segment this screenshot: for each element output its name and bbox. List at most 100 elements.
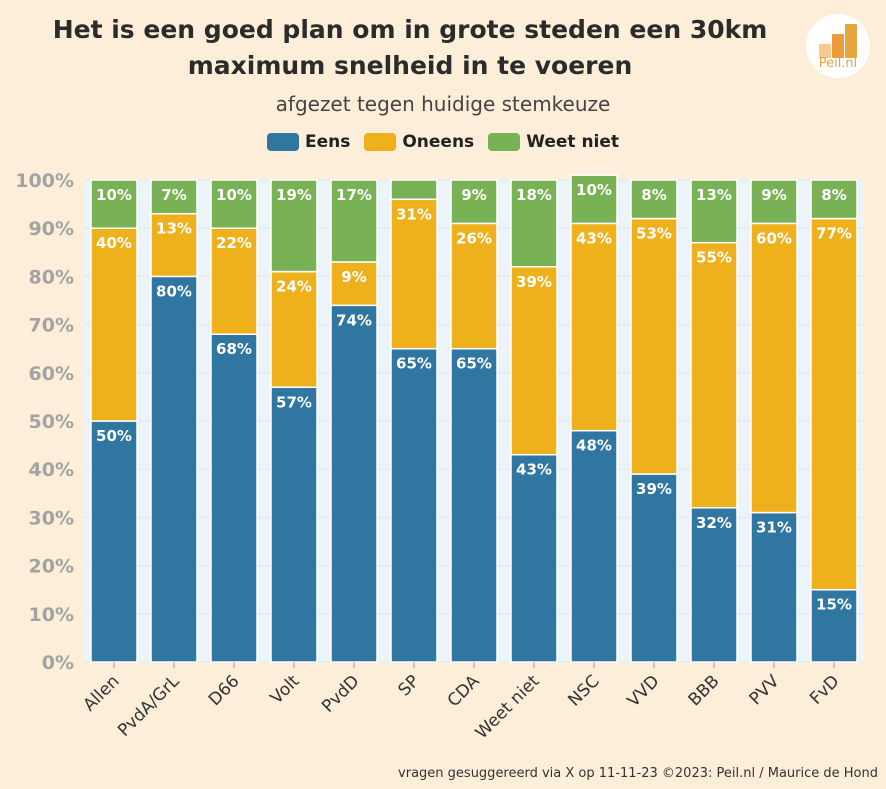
x-tick-label: Volt <box>267 671 304 708</box>
data-label: 10% <box>216 186 252 204</box>
y-tick-label: 100% <box>15 170 74 192</box>
y-tick-label: 10% <box>29 604 74 626</box>
data-label: 13% <box>156 220 192 238</box>
data-label: 13% <box>696 186 732 204</box>
data-label: 24% <box>276 278 312 296</box>
data-label: 9% <box>341 268 366 286</box>
bar-eens <box>270 386 318 663</box>
data-label: 53% <box>636 225 672 243</box>
bar-weet-niet <box>690 179 738 244</box>
y-tick-label: 40% <box>29 459 74 481</box>
data-label: 8% <box>821 186 846 204</box>
bar-eens <box>330 304 378 663</box>
data-label: 31% <box>396 205 432 223</box>
data-label: 31% <box>756 519 792 537</box>
data-label: 17% <box>336 186 372 204</box>
x-tick-label: BBB <box>685 671 724 710</box>
x-tick-label: PvdD <box>318 671 363 716</box>
legend-label-oneens: Oneens <box>402 132 475 152</box>
data-label: 26% <box>456 229 492 247</box>
chart-subtitle: afgezet tegen huidige stemkeuze <box>275 92 611 116</box>
y-tick-label: 90% <box>29 218 74 240</box>
bar-oneens <box>390 198 438 350</box>
data-label: 43% <box>516 461 552 479</box>
data-label: 80% <box>156 282 192 300</box>
y-tick-label: 80% <box>29 266 74 288</box>
x-tick-label: Allen <box>79 671 123 715</box>
data-label: 50% <box>96 427 132 445</box>
data-label: 8% <box>641 186 666 204</box>
bar-eens <box>210 333 258 663</box>
bar-eens <box>510 453 558 663</box>
x-tick-label: SP <box>395 671 424 700</box>
data-label: 55% <box>696 249 732 267</box>
data-label: 43% <box>576 229 612 247</box>
chart-title: Het is een goed plan om in grote steden … <box>0 12 820 84</box>
legend-swatch-oneens <box>364 133 397 151</box>
bar-eens <box>390 347 438 663</box>
x-tick-label: FvD <box>806 671 843 708</box>
bar-weet-niet <box>570 174 618 225</box>
bar-oneens <box>90 227 138 422</box>
footer-credit: vragen gesuggereerd via X op 11-11-23 ©2… <box>398 766 878 781</box>
x-tick-label: PVV <box>746 671 784 709</box>
data-label: 15% <box>816 596 852 614</box>
legend: Eens Oneens Weet niet <box>0 132 886 152</box>
x-tick-label: Weet niet <box>472 671 544 743</box>
data-label: 7% <box>161 186 186 204</box>
bar-weet-niet <box>450 179 498 225</box>
data-label: 65% <box>456 355 492 373</box>
data-label: 10% <box>576 181 612 199</box>
x-tick-label: VVD <box>624 671 664 711</box>
bar-oneens <box>810 217 858 591</box>
data-label: 19% <box>276 186 312 204</box>
data-label: 74% <box>336 311 372 329</box>
bar-eens <box>150 275 198 663</box>
data-label: 40% <box>96 234 132 252</box>
x-tick-label: PvdA/GrL <box>114 671 184 741</box>
x-tick-label: D66 <box>205 671 244 710</box>
bar-oneens <box>210 227 258 335</box>
y-tick-label: 20% <box>29 556 74 578</box>
data-label: 32% <box>696 514 732 532</box>
data-label: 77% <box>816 225 852 243</box>
bar-oneens <box>450 222 498 350</box>
chart-title-line-1: Het is een goed plan om in grote steden … <box>52 15 768 44</box>
data-label: 57% <box>276 393 312 411</box>
bar-weet-niet <box>150 179 198 215</box>
bar-eens <box>450 347 498 663</box>
bar-weet-niet <box>270 179 318 273</box>
legend-swatch-eens <box>266 133 299 151</box>
bar-eens <box>90 420 138 663</box>
bar-oneens <box>330 261 378 307</box>
legend-swatch-weet-niet <box>488 133 521 151</box>
bar-oneens <box>630 217 678 475</box>
bar-oneens <box>690 241 738 509</box>
bar-weet-niet <box>750 179 798 225</box>
bar-oneens <box>570 222 618 432</box>
bar-eens <box>690 507 738 663</box>
y-tick-label: 70% <box>29 315 74 337</box>
bar-weet-niet <box>210 179 258 229</box>
data-label: 48% <box>576 437 612 455</box>
bar-weet-niet <box>810 179 858 220</box>
data-label: 22% <box>216 234 252 252</box>
legend-item-eens: Eens <box>266 132 350 152</box>
legend-item-weet-niet: Weet niet <box>488 132 619 152</box>
bar-weet-niet <box>390 179 438 201</box>
bar-eens <box>570 429 618 663</box>
x-tick-label: NSC <box>564 671 603 710</box>
legend-item-oneens: Oneens <box>364 132 474 152</box>
y-tick-label: 60% <box>29 363 74 385</box>
y-tick-label: 0% <box>42 652 74 674</box>
peil-logo: Peil.nl <box>806 14 870 78</box>
data-label: 39% <box>636 480 672 498</box>
logo-text: Peil.nl <box>818 56 858 71</box>
data-label: 18% <box>516 186 552 204</box>
data-label: 60% <box>756 229 792 247</box>
data-label: 65% <box>396 355 432 373</box>
data-label: 9% <box>761 186 786 204</box>
data-label: 68% <box>216 340 252 358</box>
bar-oneens <box>510 266 558 456</box>
